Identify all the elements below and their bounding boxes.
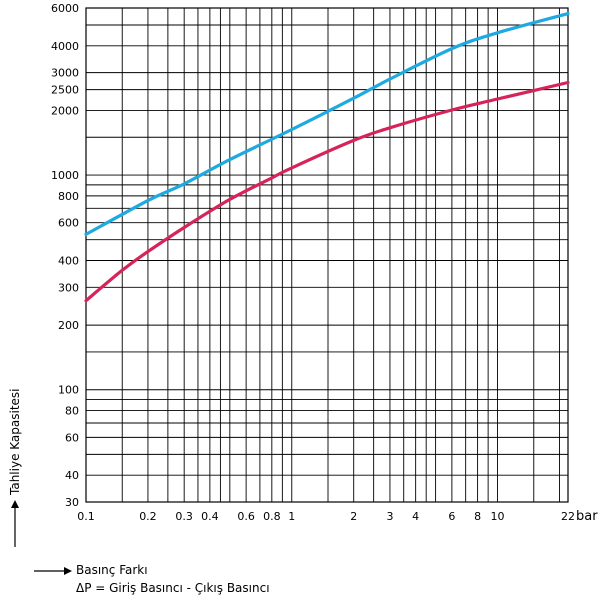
y-tick-labels: 30 40 60 80 100 200 300 400 600 800 1000 2000 2500 30… bbox=[51, 2, 79, 509]
x-tick-label: 0.6 bbox=[237, 510, 255, 523]
y-tick-label: 1000 bbox=[51, 169, 79, 182]
x-tick-label: 8 bbox=[474, 510, 481, 523]
grid bbox=[85, 7, 569, 503]
y-tick-label: 100 bbox=[58, 384, 79, 397]
y-tick-label: 4000 bbox=[51, 40, 79, 53]
x-tick-labels: 0.1 0.2 0.3 0.4 0.6 0.8 1 2 3 4 6 8 10 22 bbox=[77, 510, 575, 523]
x-tick-label: 0.8 bbox=[263, 510, 281, 523]
y-tick-label: 80 bbox=[65, 405, 79, 418]
x-tick-label: 3 bbox=[386, 510, 393, 523]
x-tick-label: 4 bbox=[412, 510, 419, 523]
y-tick-label: 400 bbox=[58, 254, 79, 267]
x-tick-label: 1 bbox=[288, 510, 295, 523]
x-tick-label: 2 bbox=[350, 510, 357, 523]
series-lines bbox=[84, 12, 570, 303]
y-tick-label: 40 bbox=[65, 469, 79, 482]
x-unit-label: bar bbox=[576, 509, 598, 524]
x-tick-label: 6 bbox=[448, 510, 455, 523]
x-tick-label: 0.1 bbox=[77, 510, 95, 523]
y-tick-label: 800 bbox=[58, 190, 79, 203]
x-tick-label: 10 bbox=[491, 510, 505, 523]
y-axis-label: Tahliye Kapasitesi bbox=[8, 388, 22, 496]
y-tick-label: 2500 bbox=[51, 84, 79, 97]
y-tick-label: 30 bbox=[65, 496, 79, 509]
y-tick-label: 300 bbox=[58, 281, 79, 294]
series-line-2 bbox=[84, 80, 570, 303]
x-tick-label: 0.4 bbox=[201, 510, 219, 523]
x-tick-label: 0.2 bbox=[139, 510, 157, 523]
y-tick-label: 2000 bbox=[51, 104, 79, 117]
y-tick-label: 600 bbox=[58, 217, 79, 230]
series-line-1 bbox=[84, 12, 570, 236]
y-tick-label: 6000 bbox=[51, 2, 79, 15]
y-tick-label: 200 bbox=[58, 319, 79, 332]
pressure-formula: ΔP = Giriş Basıncı - Çıkış Basıncı bbox=[76, 581, 270, 595]
x-axis-arrow bbox=[34, 567, 72, 575]
x-tick-label: 0.3 bbox=[175, 510, 193, 523]
x-tick-label: 22 bbox=[561, 510, 575, 523]
plot-frame bbox=[85, 7, 569, 503]
y-tick-label: 3000 bbox=[51, 67, 79, 80]
y-axis-arrow bbox=[11, 500, 19, 547]
y-tick-label: 60 bbox=[65, 431, 79, 444]
x-axis-label: Basınç Farkı bbox=[76, 563, 148, 577]
